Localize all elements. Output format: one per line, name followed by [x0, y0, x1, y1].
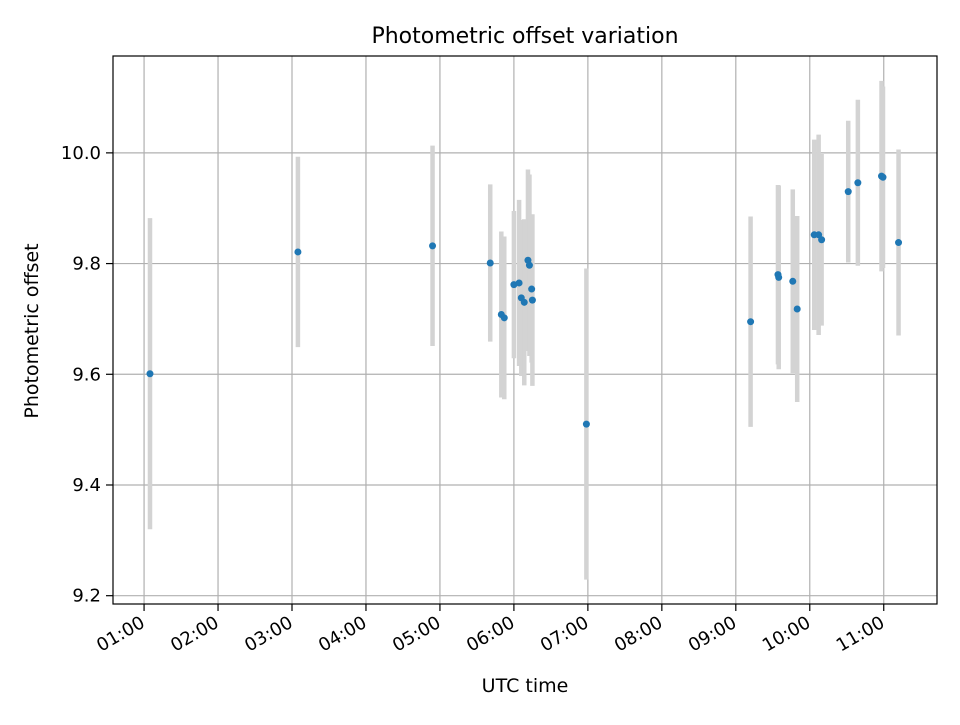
data-point [789, 277, 797, 285]
data-point [146, 370, 154, 378]
data-point [528, 285, 536, 293]
data-point [747, 318, 755, 326]
plot-frame [112, 55, 938, 605]
data-point [515, 279, 523, 287]
data-point [500, 314, 508, 322]
data-point [775, 273, 783, 281]
data-point [294, 248, 302, 256]
data-point [844, 188, 852, 196]
chart-title: Photometric offset variation [371, 24, 678, 49]
data-point [528, 296, 536, 304]
data-point [525, 261, 533, 269]
y-tick-label: 9.6 [72, 364, 101, 385]
y-tick-label: 9.8 [72, 254, 101, 275]
x-axis-label: UTC time [482, 675, 569, 697]
point-layer [146, 172, 903, 428]
data-point [879, 173, 887, 181]
data-point [854, 179, 862, 187]
data-point [429, 242, 437, 250]
data-point [793, 305, 801, 313]
y-tick-label: 9.2 [72, 586, 101, 607]
data-point [486, 259, 494, 267]
y-tick-label: 10.0 [61, 143, 101, 164]
data-point [520, 298, 528, 306]
y-axis-label: Photometric offset [21, 243, 43, 418]
data-point [582, 420, 590, 428]
data-point [895, 239, 903, 247]
y-tick-label: 9.4 [72, 475, 101, 496]
data-point [818, 236, 826, 244]
